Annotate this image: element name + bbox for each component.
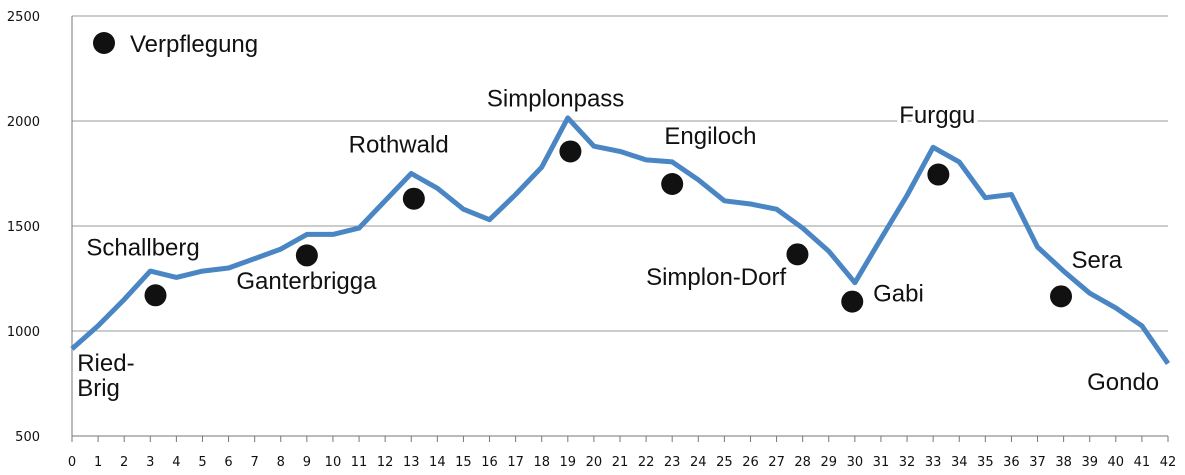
x-tick-label: 0 xyxy=(68,455,76,470)
verpflegung-marker xyxy=(927,163,950,186)
x-tick-label: 27 xyxy=(768,455,785,470)
x-tick-label: 21 xyxy=(612,455,629,470)
place-label: Simplon-Dorf xyxy=(646,264,786,291)
axes xyxy=(71,16,1169,442)
elevation-line xyxy=(70,115,1171,366)
x-tick-label: 28 xyxy=(794,455,811,470)
x-tick-label: 1 xyxy=(94,455,102,470)
x-tick-label: 25 xyxy=(716,455,733,470)
x-tick-label: 34 xyxy=(951,455,968,470)
x-tick-label: 31 xyxy=(873,455,890,470)
x-tick-label: 29 xyxy=(820,455,837,470)
verpflegung-markers xyxy=(144,140,1073,313)
x-tick-label: 16 xyxy=(481,455,498,470)
legend: Verpflegung xyxy=(93,31,258,58)
y-tick-label: 2500 xyxy=(7,10,40,25)
place-label: Rothwald xyxy=(349,132,449,159)
x-tick-label: 13 xyxy=(403,455,420,470)
x-tick-label: 8 xyxy=(277,455,285,470)
x-tick-label: 30 xyxy=(847,455,864,470)
elevation-series xyxy=(70,115,1171,366)
x-tick-label: 20 xyxy=(586,455,603,470)
y-tick-label: 1500 xyxy=(7,220,40,235)
x-tick-label: 5 xyxy=(198,455,206,470)
x-tick-label: 19 xyxy=(560,455,577,470)
verpflegung-marker xyxy=(786,243,809,266)
x-tick-label: 40 xyxy=(1108,455,1125,470)
place-label: Gabi xyxy=(873,281,924,308)
x-tick-label: 26 xyxy=(742,455,759,470)
x-tick-label: 9 xyxy=(303,455,311,470)
x-tick-label: 12 xyxy=(377,455,394,470)
place-label: Furggu xyxy=(899,102,975,129)
x-tick-label: 3 xyxy=(146,455,154,470)
verpflegung-marker xyxy=(841,290,864,313)
x-tick-label: 14 xyxy=(429,455,446,470)
verpflegung-marker xyxy=(402,187,425,210)
y-tick-labels: 500 1000 1500 2000 2500 xyxy=(7,10,40,445)
x-tick-label: 2 xyxy=(120,455,128,470)
legend-label: Verpflegung xyxy=(130,31,258,58)
y-tick-label: 2000 xyxy=(7,115,40,130)
x-tick-label: 15 xyxy=(455,455,472,470)
x-tick-label: 10 xyxy=(325,455,342,470)
verpflegung-marker xyxy=(295,244,318,267)
x-tick-label: 33 xyxy=(925,455,942,470)
place-label: Ried- xyxy=(77,350,134,377)
x-tick-labels: 0 1 2 3 4 5 6 7 8 9 10 11 12 13 14 15 16 17 18 19 20 21 22 23 24… xyxy=(68,455,1176,470)
x-tick-label: 41 xyxy=(1134,455,1151,470)
place-label: Ganterbrigga xyxy=(236,268,377,295)
gridlines xyxy=(72,15,1168,332)
legend-marker xyxy=(93,32,115,54)
x-tick-label: 37 xyxy=(1029,455,1046,470)
x-tick-label: 7 xyxy=(251,455,259,470)
y-tick-label: 1000 xyxy=(7,325,40,340)
place-label: Gondo xyxy=(1087,369,1159,396)
x-tick-label: 36 xyxy=(1003,455,1020,470)
place-labels: Ried-Brig Schallberg Ganterbrigga Rothwald S… xyxy=(73,81,1163,406)
x-tick-label: 18 xyxy=(533,455,550,470)
x-tick-label: 32 xyxy=(899,455,916,470)
place-label: Simplonpass xyxy=(487,85,624,112)
verpflegung-marker xyxy=(144,284,167,307)
verpflegung-marker xyxy=(1050,285,1073,308)
x-tick-label: 42 xyxy=(1160,455,1177,470)
x-tick-label: 11 xyxy=(351,455,368,470)
x-tick-label: 38 xyxy=(1055,455,1072,470)
x-tick-label: 22 xyxy=(638,455,655,470)
place-label: Brig xyxy=(77,375,120,402)
x-tick-label: 35 xyxy=(977,455,994,470)
x-tick-label: 23 xyxy=(664,455,681,470)
x-tick-label: 39 xyxy=(1081,455,1098,470)
verpflegung-marker xyxy=(661,173,684,195)
x-tick-label: 24 xyxy=(690,455,707,470)
x-tick-label: 6 xyxy=(224,455,232,470)
place-label: Sera xyxy=(1071,247,1122,274)
verpflegung-marker xyxy=(559,140,582,163)
x-tick-label: 4 xyxy=(172,455,180,470)
place-label: Schallberg xyxy=(86,234,199,261)
x-tick-label: 17 xyxy=(507,455,524,470)
place-label: Engiloch xyxy=(664,123,756,150)
y-tick-label: 500 xyxy=(15,430,40,445)
